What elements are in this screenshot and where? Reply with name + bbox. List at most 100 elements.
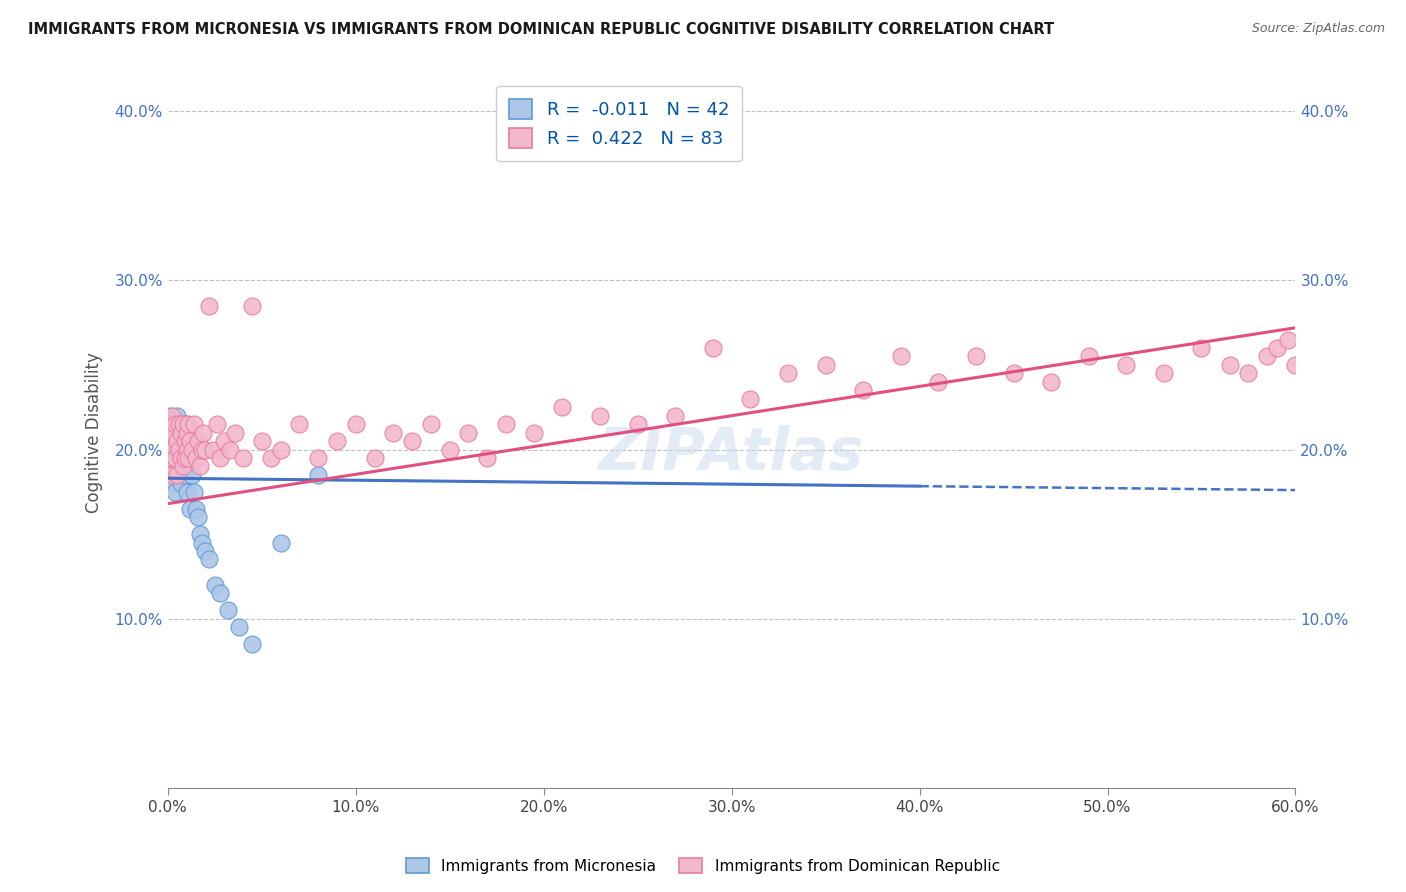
Y-axis label: Cognitive Disability: Cognitive Disability (86, 352, 103, 513)
Point (1002, 367, 1025, 381)
Point (852, 384, 875, 398)
Point (183, 417, 205, 431)
Point (228, 620, 250, 634)
Point (179, 434, 201, 448)
Point (167, 434, 190, 448)
Point (1115, 358, 1137, 372)
Point (1322, 341, 1344, 355)
Point (162, 425, 184, 440)
Point (1284, 358, 1306, 372)
Point (167, 417, 190, 431)
Point (217, 603, 239, 617)
Point (1277, 333, 1299, 347)
Point (170, 450, 193, 465)
Point (212, 434, 235, 448)
Point (224, 425, 246, 440)
Point (344, 417, 367, 431)
Point (173, 467, 195, 482)
Point (173, 450, 195, 465)
Point (1265, 341, 1288, 355)
Point (170, 425, 193, 440)
Point (165, 484, 187, 499)
Text: ZIPAtlas: ZIPAtlas (599, 425, 865, 483)
Point (240, 637, 263, 651)
Point (240, 299, 263, 313)
Point (170, 459, 193, 474)
Point (188, 459, 211, 474)
Point (176, 484, 198, 499)
Point (159, 409, 181, 423)
Point (270, 535, 292, 549)
Point (307, 450, 329, 465)
Point (177, 417, 200, 431)
Point (204, 578, 226, 592)
Point (167, 417, 190, 431)
Point (401, 434, 423, 448)
Point (172, 459, 194, 474)
Point (627, 417, 650, 431)
Point (181, 467, 204, 482)
Point (165, 434, 187, 448)
Point (288, 417, 311, 431)
Point (589, 409, 612, 423)
Point (184, 450, 207, 465)
Point (439, 442, 461, 457)
Point (495, 417, 517, 431)
Point (184, 501, 207, 516)
Point (194, 442, 217, 457)
Point (190, 535, 212, 549)
Point (307, 467, 329, 482)
Point (188, 527, 211, 541)
Point (166, 467, 188, 482)
Point (1191, 341, 1213, 355)
Point (160, 409, 183, 423)
Point (198, 299, 221, 313)
Legend: R =  -0.011   N = 42, R =  0.422   N = 83: R = -0.011 N = 42, R = 0.422 N = 83 (496, 87, 742, 161)
Point (927, 375, 949, 389)
Point (166, 442, 188, 457)
Point (167, 442, 190, 457)
Point (776, 367, 799, 381)
Point (160, 417, 183, 431)
Point (187, 510, 209, 524)
Point (190, 442, 212, 457)
Point (1256, 350, 1278, 364)
Point (173, 434, 195, 448)
Point (177, 450, 200, 465)
Point (179, 501, 201, 516)
Point (160, 467, 183, 482)
Point (187, 434, 209, 448)
Point (965, 350, 987, 364)
Point (160, 442, 183, 457)
Point (162, 450, 184, 465)
Point (814, 358, 837, 372)
Point (1153, 367, 1175, 381)
Point (363, 450, 385, 465)
Point (250, 434, 273, 448)
Point (664, 409, 686, 423)
Point (551, 401, 574, 415)
Legend: Immigrants from Micronesia, Immigrants from Dominican Republic: Immigrants from Micronesia, Immigrants f… (401, 852, 1005, 880)
Point (176, 434, 198, 448)
Point (159, 450, 181, 465)
Point (1077, 350, 1099, 364)
Point (162, 442, 184, 457)
Point (166, 434, 188, 448)
Point (162, 476, 184, 491)
Point (176, 425, 198, 440)
Point (218, 442, 240, 457)
Point (172, 425, 194, 440)
Point (194, 544, 217, 558)
Point (477, 450, 499, 465)
Point (1237, 367, 1260, 381)
Point (166, 409, 188, 423)
Point (209, 450, 232, 465)
Point (176, 442, 198, 457)
Point (205, 417, 228, 431)
Point (172, 417, 194, 431)
Point (419, 417, 441, 431)
Point (173, 417, 195, 431)
Point (457, 425, 479, 440)
Point (165, 417, 187, 431)
Point (1312, 333, 1334, 347)
